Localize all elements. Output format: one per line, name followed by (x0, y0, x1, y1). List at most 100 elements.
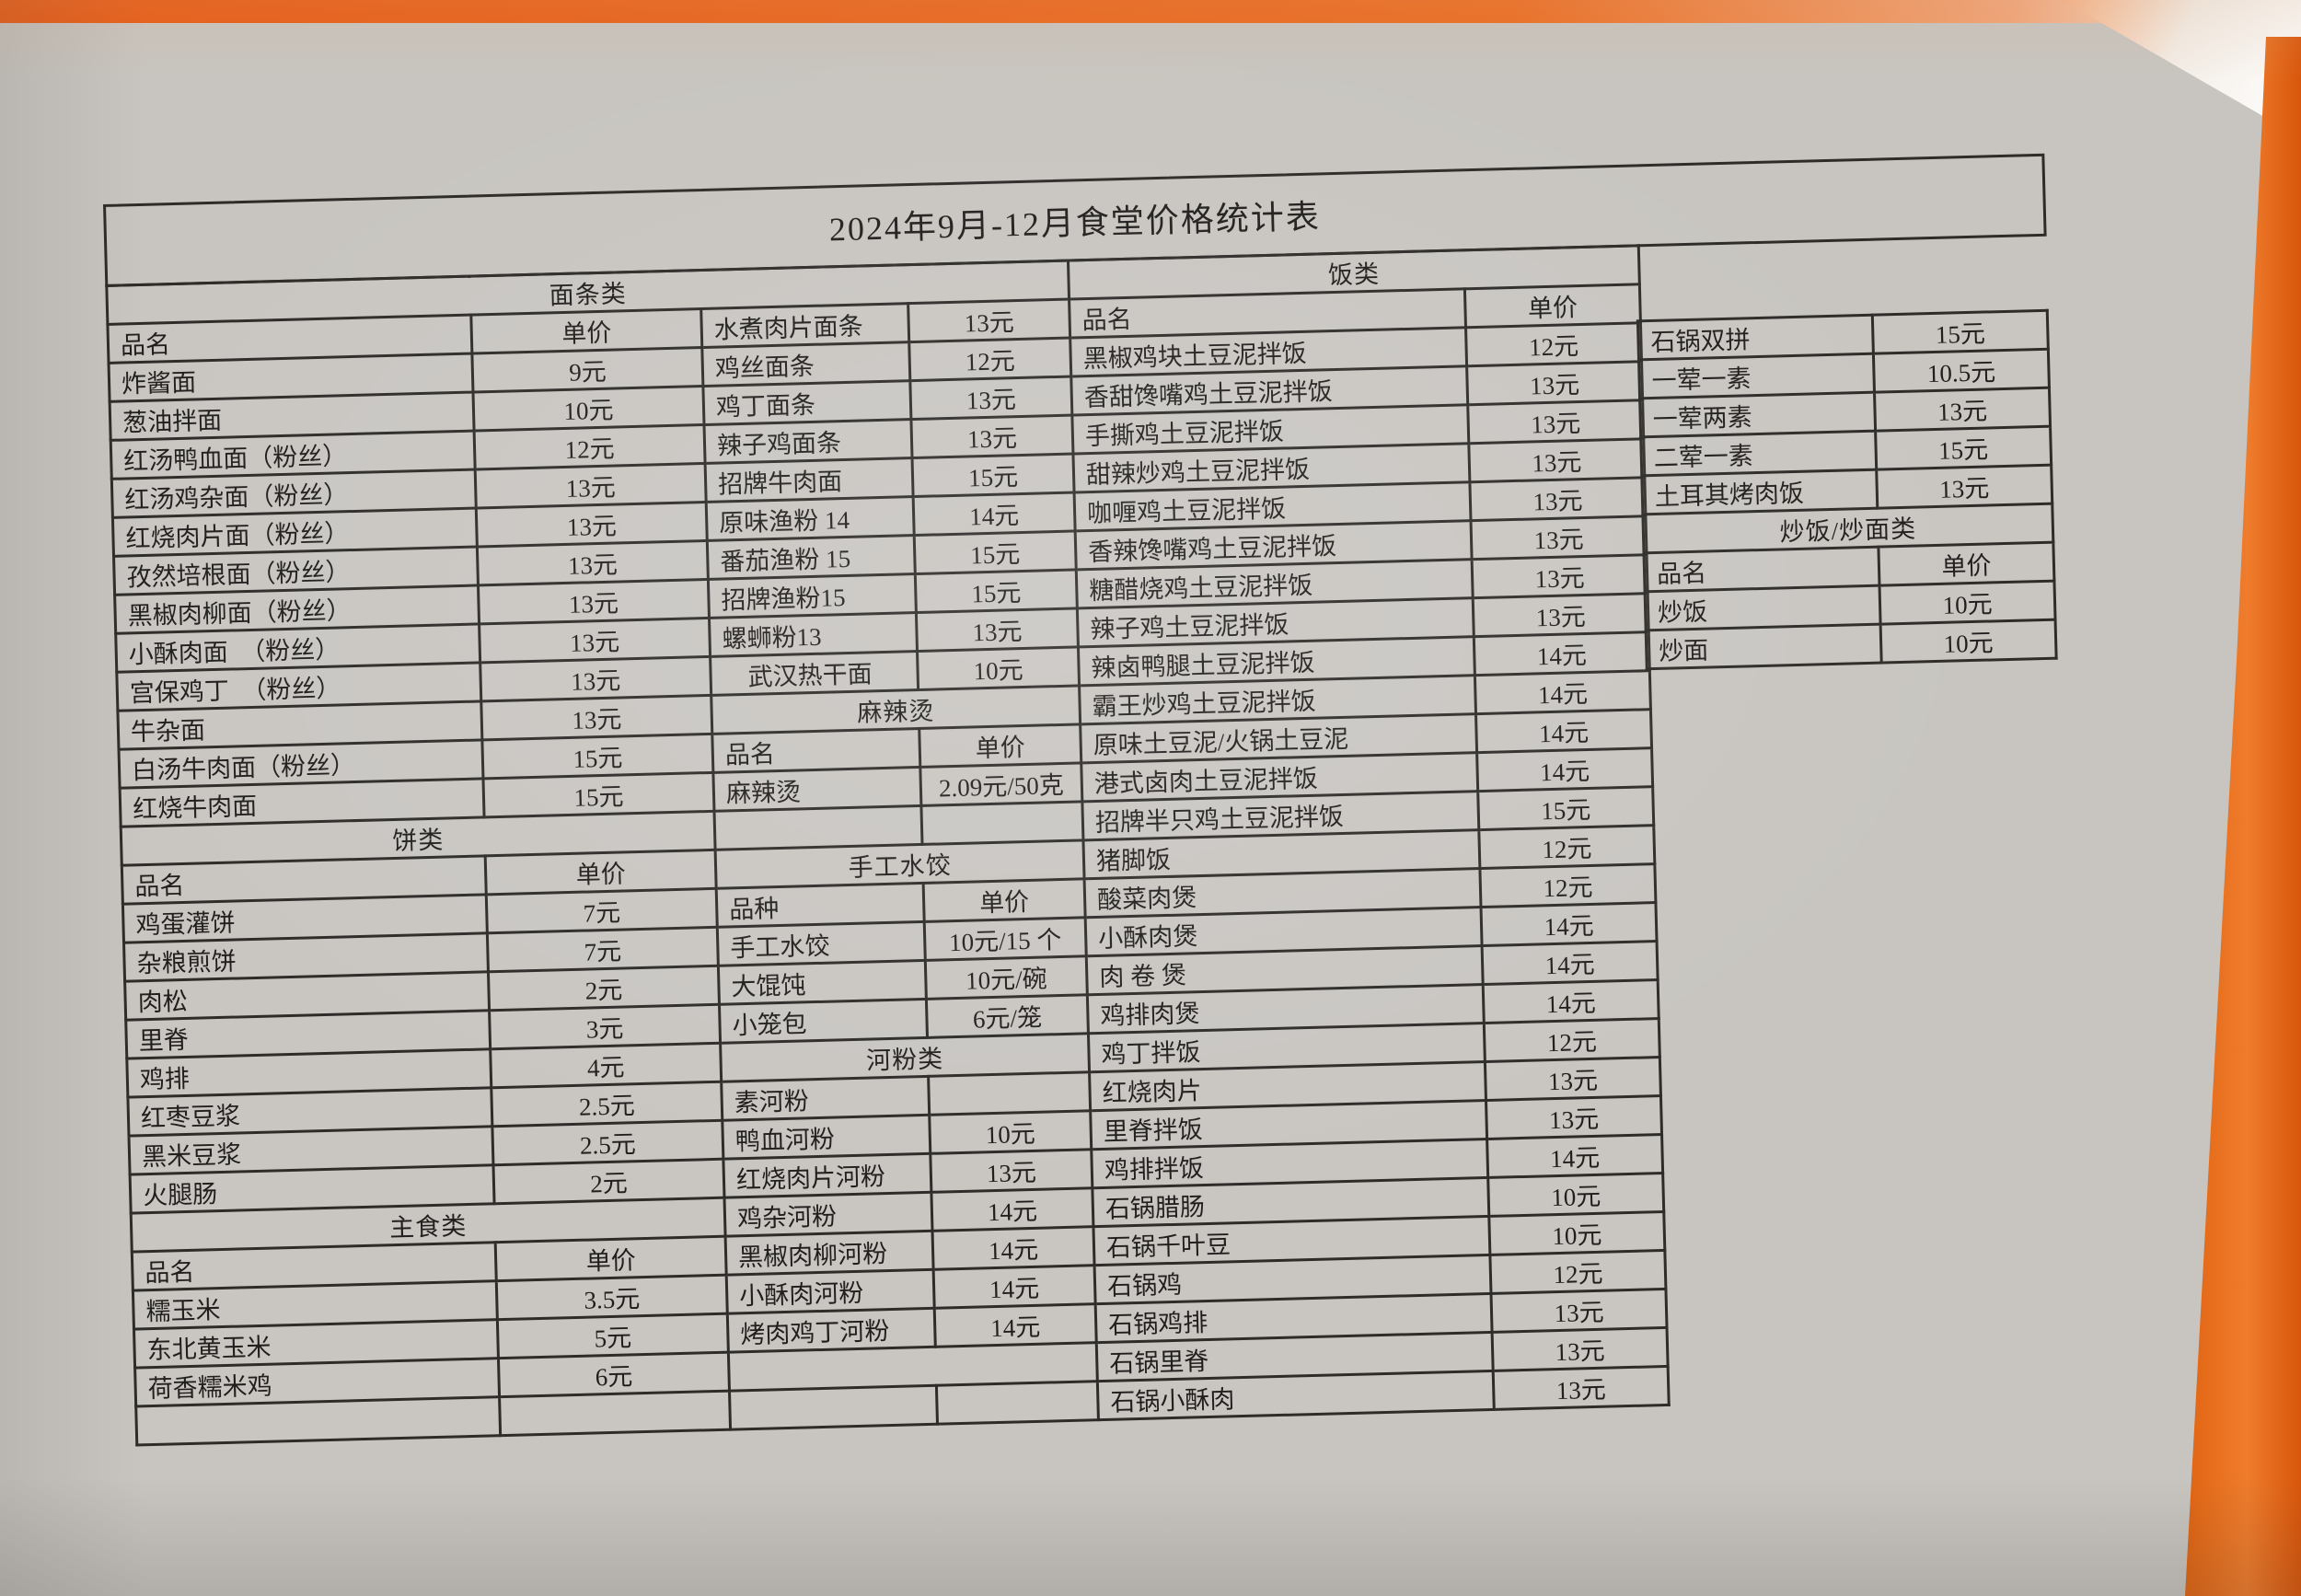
price-cell: 10元 (917, 646, 1080, 690)
price-cell: 10元 (929, 1110, 1092, 1154)
price-cell: 10元 (472, 386, 704, 432)
orange-table-edge-top (0, 0, 2163, 23)
empty-cell (499, 1391, 731, 1436)
column-header-cell: 单价 (1464, 283, 1641, 328)
price-table-sheet: 2024年9月-12月食堂价格统计表 面条类 饭类 品名 单价 水煮肉片面条 13元 品名单… (103, 153, 2077, 1447)
item-name-cell: 烤肉鸡丁河粉 (727, 1308, 936, 1353)
price-cell: 15元 (915, 569, 1078, 613)
price-cell: 10元 (1488, 1211, 1665, 1255)
item-name-cell: 鸡丝面条 (701, 341, 910, 387)
price-cell: 2元 (488, 966, 720, 1011)
price-cell: 12元 (1489, 1250, 1666, 1294)
canteen-price-main-table: 面条类 饭类 品名 单价 水煮肉片面条 13元 品名 单价 炸酱面 9元 鸡丝面条 12元 黑椒鸡块土豆… (105, 244, 1670, 1446)
item-name-cell: 小酥肉河粉 (726, 1269, 935, 1314)
item-name-cell: 石锅双拼 (1637, 315, 1874, 360)
price-cell: 13元 (1471, 515, 1648, 560)
price-cell: 13元 (475, 463, 707, 509)
price-cell: 13元 (1473, 593, 1649, 637)
price-cell: 14元 (913, 492, 1076, 536)
column-header-cell: 单价 (1878, 542, 2054, 586)
column-header-cell: 单价 (923, 878, 1086, 922)
price-cell: 13元 (1493, 1366, 1670, 1410)
column-header-cell: 品名 (711, 728, 920, 773)
empty-cell (713, 805, 923, 850)
price-cell: 14元 (1475, 709, 1652, 753)
price-cell: 5元 (497, 1313, 729, 1359)
column-header-cell: 单价 (470, 308, 702, 354)
empty-cell (920, 801, 1083, 845)
price-cell: 10.5元 (1873, 349, 2050, 393)
price-cell: 13元 (480, 695, 712, 740)
item-name-cell: 鸡丁面条 (702, 380, 911, 425)
item-name-cell: 招牌牛肉面 (705, 457, 914, 503)
price-cell: 14元 (1483, 979, 1659, 1024)
price-cell: 7元 (486, 888, 718, 933)
price-cell: 13元 (1490, 1289, 1668, 1333)
empty-cell (135, 1396, 501, 1445)
price-cell: 13元 (930, 1149, 1093, 1193)
item-name-cell: 炒饭 (1645, 585, 1881, 630)
price-cell: 13元 (1468, 438, 1645, 482)
empty-cell (928, 1071, 1091, 1116)
price-cell: 10元 (1879, 581, 2056, 625)
price-cell: 15元 (912, 454, 1075, 497)
price-cell: 15元 (914, 530, 1077, 574)
price-cell: 2.09元/50克 (919, 762, 1082, 806)
price-cell: 14元 (1474, 631, 1650, 676)
item-name-cell: 一荤两素 (1639, 392, 1876, 437)
price-cell: 13元 (479, 618, 711, 663)
orange-table-edge-right (2185, 37, 2301, 1596)
item-name-cell: 原味渔粉 14 (706, 496, 915, 541)
price-cell: 15元 (1875, 426, 2052, 470)
price-cell: 10元/15 个 (924, 917, 1087, 961)
item-name-cell: 麻辣烫 (712, 767, 921, 812)
price-cell: 15元 (481, 734, 713, 779)
price-cell: 12元 (474, 424, 706, 470)
item-name-cell: 辣子鸡面条 (703, 419, 913, 464)
price-cell: 6元 (498, 1352, 730, 1397)
price-cell: 2.5元 (491, 1120, 723, 1165)
price-cell: 2.5元 (491, 1081, 723, 1127)
price-cell: 9元 (471, 347, 703, 393)
price-cell: 15元 (1477, 786, 1654, 830)
item-name-cell: 一荤一素 (1638, 353, 1875, 399)
column-header-cell: 单价 (485, 850, 717, 895)
price-cell: 13元 (1874, 387, 2051, 432)
price-cell: 3.5元 (496, 1275, 728, 1320)
price-cell: 10元 (1487, 1173, 1664, 1217)
item-name-cell: 招牌渔粉15 (708, 573, 917, 619)
price-cell: 13元 (916, 607, 1079, 652)
price-cell: 13元 (478, 579, 710, 624)
price-cell: 13元 (1485, 1057, 1661, 1101)
price-cell: 10元 (1880, 619, 2057, 664)
price-cell: 14元 (1486, 1134, 1663, 1178)
item-name-cell: 大馄饨 (718, 960, 927, 1005)
column-header-cell: 单价 (495, 1236, 727, 1281)
price-cell: 12元 (1484, 1018, 1660, 1062)
price-cell: 15元 (482, 772, 714, 817)
price-cell: 14元 (1481, 902, 1658, 946)
price-cell: 13元 (476, 502, 708, 547)
item-name-cell: 鸭血河粉 (722, 1115, 931, 1160)
item-name-cell: 水煮肉片面条 (700, 303, 909, 348)
price-cell: 13元 (1492, 1327, 1669, 1371)
price-cell: 13元 (477, 540, 709, 585)
column-header-cell: 品种 (716, 883, 925, 928)
column-header-cell: 品名 (1643, 547, 1880, 592)
item-name-cell: 手工水饺 (717, 921, 926, 966)
price-cell: 15元 (1872, 310, 2049, 354)
empty-cell (729, 1385, 938, 1430)
price-cell: 13元 (910, 415, 1073, 458)
price-cell: 7元 (487, 927, 719, 972)
price-cell: 13元 (1469, 477, 1646, 521)
item-name-cell: 鸡杂河粉 (723, 1192, 933, 1237)
price-cell: 13元 (480, 656, 711, 701)
price-cell: 13元 (1467, 399, 1644, 444)
item-name-cell: 武汉热干面 (710, 651, 919, 696)
item-name-cell: 番茄渔粉 15 (707, 535, 916, 580)
column-header-cell: 单价 (919, 723, 1081, 768)
item-name-cell: 小笼包 (719, 999, 928, 1044)
price-cell: 13元 (1486, 1095, 1662, 1139)
price-cell: 12元 (1465, 322, 1642, 366)
item-name-cell: 二荤一素 (1640, 431, 1877, 476)
